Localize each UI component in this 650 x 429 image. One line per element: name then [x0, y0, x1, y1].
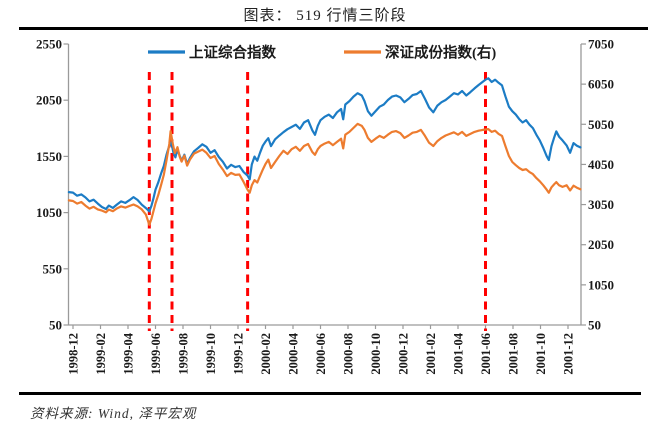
y-axis-label-left: 50 — [49, 318, 62, 333]
x-axis-label: 2000-10 — [369, 333, 383, 375]
y-axis-label-left: 550 — [43, 261, 63, 276]
y-axis-label-right: 4050 — [588, 157, 614, 172]
event-lines — [147, 72, 487, 331]
legend-label-shenzhen: 深证成份指数(右) — [385, 44, 496, 62]
bottom-rule-divider — [19, 392, 641, 395]
x-axis-label: 1999-12 — [232, 333, 246, 375]
x-axis-label: 2001-10 — [534, 333, 548, 375]
x-axis-label: 2000-06 — [314, 333, 328, 375]
y-axis-label-left: 1050 — [36, 205, 62, 220]
x-axis-label: 2000-08 — [342, 333, 356, 375]
y-axis-label-left: 2050 — [36, 93, 62, 108]
y-axis-label-right: 3050 — [588, 197, 614, 212]
x-axis-label: 1999-04 — [122, 332, 136, 374]
y-axis-label-left: 1550 — [36, 149, 62, 164]
x-axis-label: 2001-06 — [479, 333, 493, 375]
x-axis-label: 2001-08 — [507, 333, 521, 375]
legend-label-shanghai: 上证综合指数 — [189, 44, 276, 62]
x-axis-label: 1999-02 — [94, 333, 108, 375]
source-note: 资料来源: Wind, 泽平宏观 — [30, 406, 197, 421]
x-axis-label: 1999-06 — [149, 333, 163, 375]
x-axis-label: 2000-02 — [259, 333, 273, 375]
y-axis-label-right: 2050 — [588, 237, 614, 252]
x-axis-label: 2001-02 — [424, 333, 438, 375]
y-axis-label-right: 5050 — [588, 117, 614, 132]
top-rule-divider — [19, 27, 648, 30]
legend: 上证综合指数 深证成份指数(右) — [148, 44, 496, 62]
y-axis-label-right: 1050 — [588, 277, 614, 292]
y-axis-label-right: 6050 — [588, 77, 614, 92]
x-axis-label: 2000-12 — [397, 333, 411, 375]
x-axis-label: 2001-04 — [452, 332, 466, 374]
axis-tick-labels: 2550 2050 1550 1050 550 50 7050 6050 5050 4050 305… — [36, 37, 614, 375]
y-axis-label-right: 50 — [588, 318, 601, 333]
x-axis-label: 1999-08 — [177, 333, 191, 375]
series-shenzhen-line — [67, 122, 582, 226]
x-axis-label: 2000-04 — [287, 332, 301, 374]
axes — [63, 43, 586, 329]
x-axis-label: 2001-12 — [562, 333, 576, 375]
series-shanghai-line — [67, 77, 582, 213]
y-axis-label-right: 7050 — [588, 37, 614, 52]
y-axis-label-left: 2550 — [36, 37, 62, 52]
chart-title: 图表： 519 行情三阶段 — [243, 8, 407, 24]
x-axis-label: 1998-12 — [67, 333, 81, 375]
x-axis-label: 1999-10 — [204, 333, 218, 375]
